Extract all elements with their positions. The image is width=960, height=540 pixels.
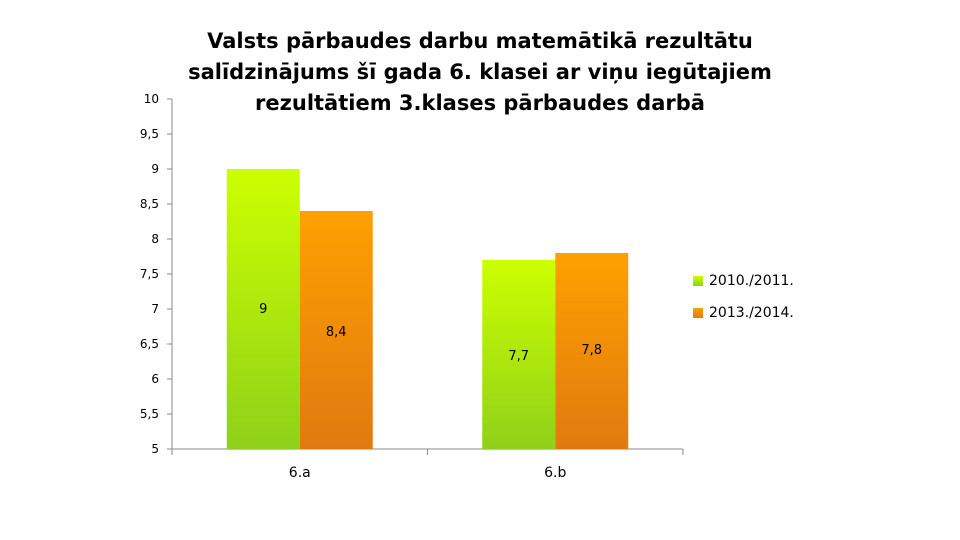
legend-item-series-0: 2010./2011. [693,272,794,290]
legend: 2010./2011. 2013./2014. [693,272,794,336]
legend-label-series-0: 2010./2011. [709,273,794,289]
legend-label-series-1: 2013./2014. [709,305,794,321]
chart-title: Valsts pārbaudes darbu matemātikā rezult… [188,29,772,115]
x-category-label: 6.a [289,465,311,481]
bar-6.b-series-0 [482,260,556,449]
data-labels: 9 8,4 7,7 7,8 [259,302,602,364]
y-tick-label: 6,5 [140,337,159,351]
y-tick-label: 9 [151,162,159,176]
bars [226,169,629,449]
data-label: 9 [259,302,267,317]
data-label: 7,7 [508,349,529,364]
legend-swatch-series-1 [693,308,703,318]
legend-item-series-1: 2013./2014. [693,304,794,322]
legend-swatch-series-0 [693,276,703,286]
y-tick-label: 6 [151,372,159,386]
y-tick-label: 10 [144,92,159,106]
x-category-label: 6.b [544,465,566,481]
bar-6.b-series-1 [555,253,629,449]
y-tick-label: 5 [151,442,159,456]
bar-6.a-series-0 [226,169,300,449]
y-tick-label: 8,5 [140,197,159,211]
data-label: 8,4 [326,325,347,340]
bar-6.a-series-1 [299,211,373,449]
y-tick-label: 7,5 [140,267,159,281]
data-label: 7,8 [581,343,602,358]
y-tick-label: 7 [151,302,159,316]
y-tick-label: 8 [151,232,159,246]
y-tick-label: 9,5 [140,127,159,141]
y-tick-label: 5,5 [140,407,159,421]
